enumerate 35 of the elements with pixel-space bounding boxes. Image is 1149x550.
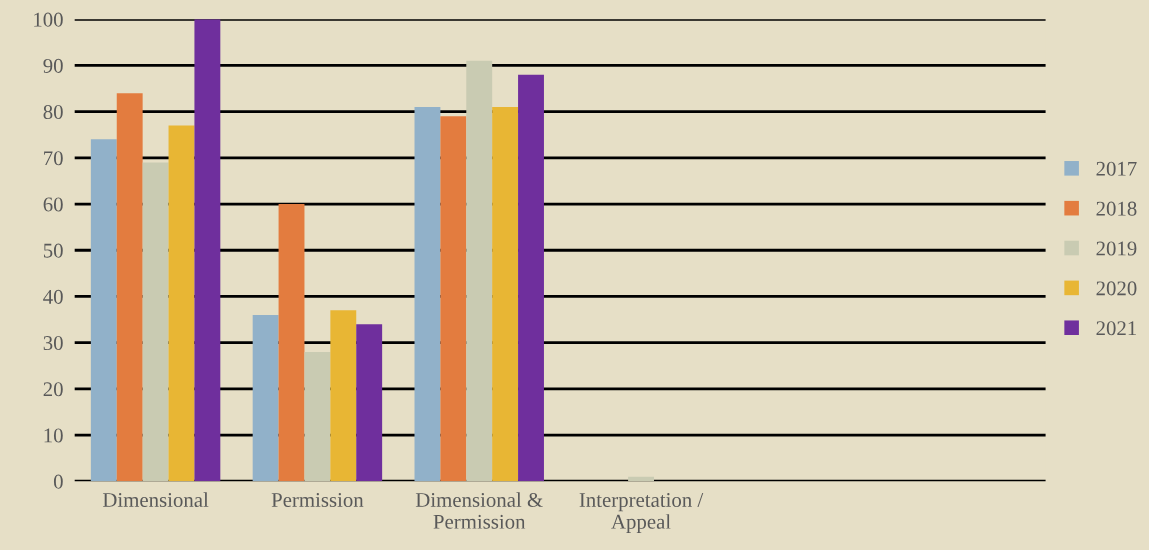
y-tick-label: 50	[43, 243, 63, 258]
bar	[414, 107, 441, 482]
y-tick-label: 20	[43, 382, 63, 397]
y-tick-label: 80	[43, 105, 63, 120]
y-tick-label: 30	[43, 336, 63, 351]
bar	[252, 314, 279, 482]
bar	[168, 125, 195, 482]
y-tick-label: 40	[43, 289, 63, 304]
legend-label: 2018	[1096, 201, 1137, 216]
x-tick-label: Interpretation / Appeal	[579, 493, 704, 534]
legend-label: 2017	[1096, 161, 1137, 176]
y-tick-label: 90	[43, 58, 63, 73]
y-tick-label: 60	[43, 197, 63, 212]
y-tick-label: 70	[44, 151, 63, 166]
bar	[440, 116, 467, 482]
bar	[142, 162, 169, 482]
bar	[194, 19, 221, 482]
bar	[116, 93, 143, 482]
bar	[466, 60, 493, 482]
bar	[518, 74, 544, 482]
bar	[90, 139, 117, 482]
legend-label: 2021	[1096, 321, 1137, 336]
x-tick-label: Dimensional	[102, 492, 209, 508]
legend-label: 2019	[1096, 241, 1137, 256]
bar	[330, 310, 357, 482]
y-tick-label: 100	[34, 12, 63, 27]
bar	[278, 204, 305, 482]
y-tick-label: 10	[44, 428, 63, 443]
x-tick-label: Dimensional & Permission	[415, 492, 543, 529]
x-tick-label: Permission	[271, 493, 364, 508]
bar	[492, 107, 519, 482]
legend-label: 2020	[1096, 281, 1137, 296]
bar	[356, 324, 383, 482]
bar	[304, 351, 331, 482]
y-tick-label: 0	[53, 474, 63, 489]
